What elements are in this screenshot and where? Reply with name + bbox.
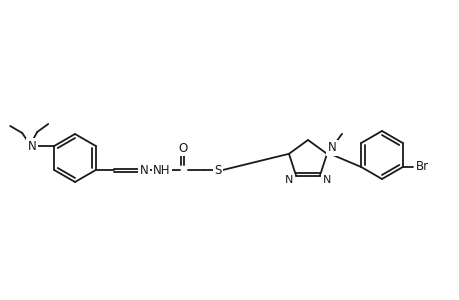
Text: O: O (178, 142, 187, 154)
Text: NH: NH (153, 164, 170, 176)
Text: N: N (322, 175, 330, 185)
Text: S: S (213, 164, 221, 176)
Text: N: N (139, 164, 148, 176)
Text: N: N (285, 175, 293, 185)
Text: N: N (327, 141, 336, 154)
Text: N: N (28, 140, 37, 152)
Text: Br: Br (415, 160, 428, 173)
